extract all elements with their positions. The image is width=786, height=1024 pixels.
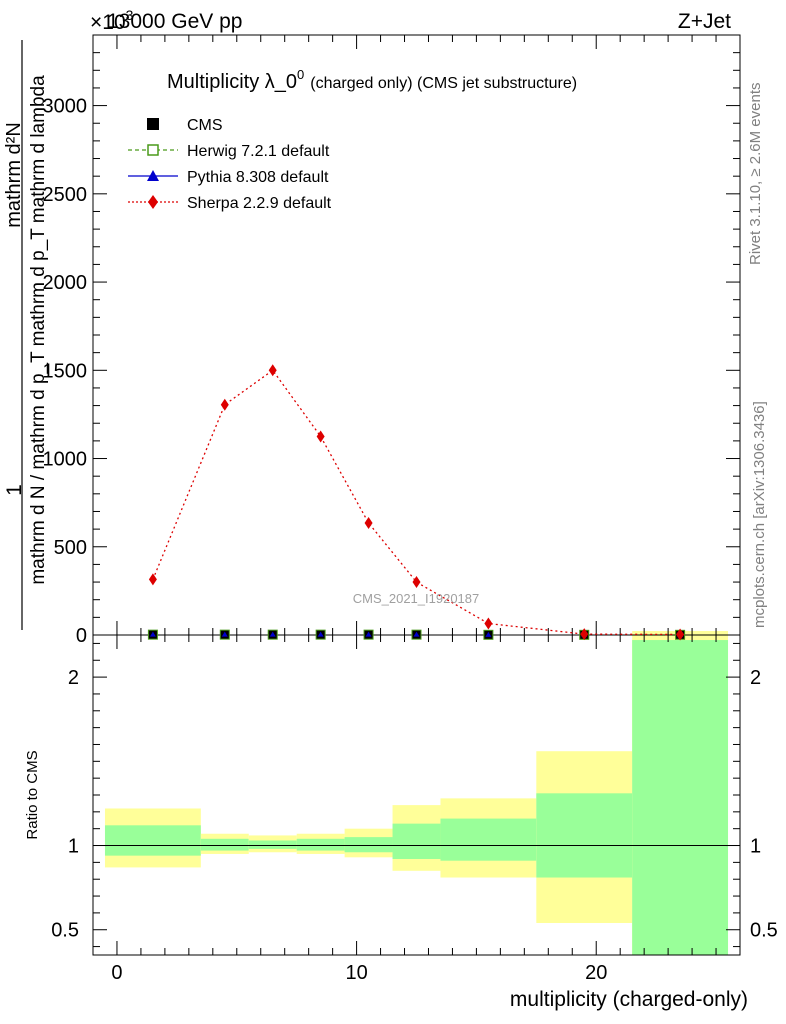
sherpa-marker <box>676 628 685 641</box>
y-tick-label: 2500 <box>43 184 88 206</box>
mcplots-reference-label: mcplots.cern.ch [arXiv:1306.3436] <box>751 401 768 628</box>
ratio-y-tick-label-right: 0.5 <box>750 920 778 942</box>
sherpa-marker <box>484 617 493 630</box>
ratio-band-green-3 <box>296 838 345 851</box>
legend-item-0: CMS <box>147 117 223 134</box>
ratio-band-green-1 <box>200 838 249 851</box>
sherpa-line <box>152 369 681 636</box>
legend-marker-diamond <box>148 195 158 209</box>
ratio-band-green-4 <box>344 837 393 853</box>
y-axis-label: 1 mathrm d N / mathrm d p_T mathrm d p_T… <box>3 40 49 630</box>
ratio-band-green-8 <box>632 640 729 955</box>
sherpa-marker <box>268 364 277 377</box>
legend-item-3: Sherpa 2.2.9 default <box>128 195 332 212</box>
legend-marker-triangle <box>147 170 159 181</box>
pythia-marker <box>221 631 228 637</box>
y-tick-label: 0 <box>76 625 87 647</box>
ratio-y-tick-label: 2 <box>68 667 79 689</box>
legend-marker-square <box>147 118 159 130</box>
y-label-top: mathrm d²N <box>3 122 25 228</box>
ratio-y-tick-label-right: 2 <box>750 667 761 689</box>
plot-title: Multiplicity λ_00(charged only) (CMS jet… <box>167 67 577 93</box>
ratio-y-axis-label: Ratio to CMS <box>24 750 41 839</box>
y-tick-label: 1500 <box>43 360 88 382</box>
ratio-band-green-2 <box>248 840 297 849</box>
pythia-marker <box>365 631 372 637</box>
legend-item-1: Herwig 7.2.1 default <box>128 143 330 160</box>
ratio-band-green-0 <box>104 825 201 856</box>
ratio-bands <box>104 635 729 955</box>
sherpa-marker <box>220 398 229 411</box>
legend-label: Herwig 7.2.1 default <box>187 143 330 160</box>
ratio-y-tick-label: 1 <box>68 836 79 858</box>
y-label-denominator: mathrm d N / mathrm d p_T mathrm d p_T m… <box>28 75 49 585</box>
ratio-y-tick-label: 0.5 <box>51 920 79 942</box>
x-tick-label: 20 <box>585 962 607 984</box>
legend-label: CMS <box>187 117 223 134</box>
pythia-marker <box>317 631 324 637</box>
x-tick-label: 0 <box>111 962 122 984</box>
ratio-band-green-7 <box>536 793 633 878</box>
pythia-marker <box>269 631 276 637</box>
sherpa-marker <box>316 430 325 443</box>
pythia-marker <box>149 631 156 637</box>
y-label-numerator: 1 <box>3 484 26 496</box>
sherpa-marker <box>412 576 421 589</box>
ratio-band-green-5 <box>392 823 441 859</box>
legend-label: Sherpa 2.2.9 default <box>187 195 332 212</box>
y-tick-label: 1000 <box>43 449 88 471</box>
ratio-y-tick-label-right: 1 <box>750 836 761 858</box>
legend-marker-open-square <box>147 144 159 156</box>
exponent-label: ×103 <box>90 7 134 34</box>
y-tick-label: 2000 <box>43 272 88 294</box>
sherpa-marker <box>580 628 589 641</box>
legend-item-2: Pythia 8.308 default <box>128 169 329 186</box>
analysis-watermark: CMS_2021_I1920187 <box>353 591 480 606</box>
pythia-marker <box>485 631 492 637</box>
ratio-band-green-6 <box>440 818 537 861</box>
sherpa-marker <box>148 573 157 586</box>
x-tick-label: 10 <box>345 962 367 984</box>
energy-label: 13000 GeV pp <box>107 10 242 33</box>
sherpa-marker <box>364 516 373 529</box>
rivet-version-label: Rivet 3.1.10, ≥ 2.6M events <box>747 83 764 266</box>
y-tick-label: 3000 <box>43 96 88 118</box>
x-axis-label: multiplicity (charged-only) <box>510 988 748 1011</box>
legend-label: Pythia 8.308 default <box>187 169 329 186</box>
legend: CMS Herwig 7.2.1 default Pythia 8.308 defa… <box>128 117 332 212</box>
pythia-marker <box>413 631 420 637</box>
process-label: Z+Jet <box>678 10 731 33</box>
y-tick-label: 500 <box>54 537 87 559</box>
